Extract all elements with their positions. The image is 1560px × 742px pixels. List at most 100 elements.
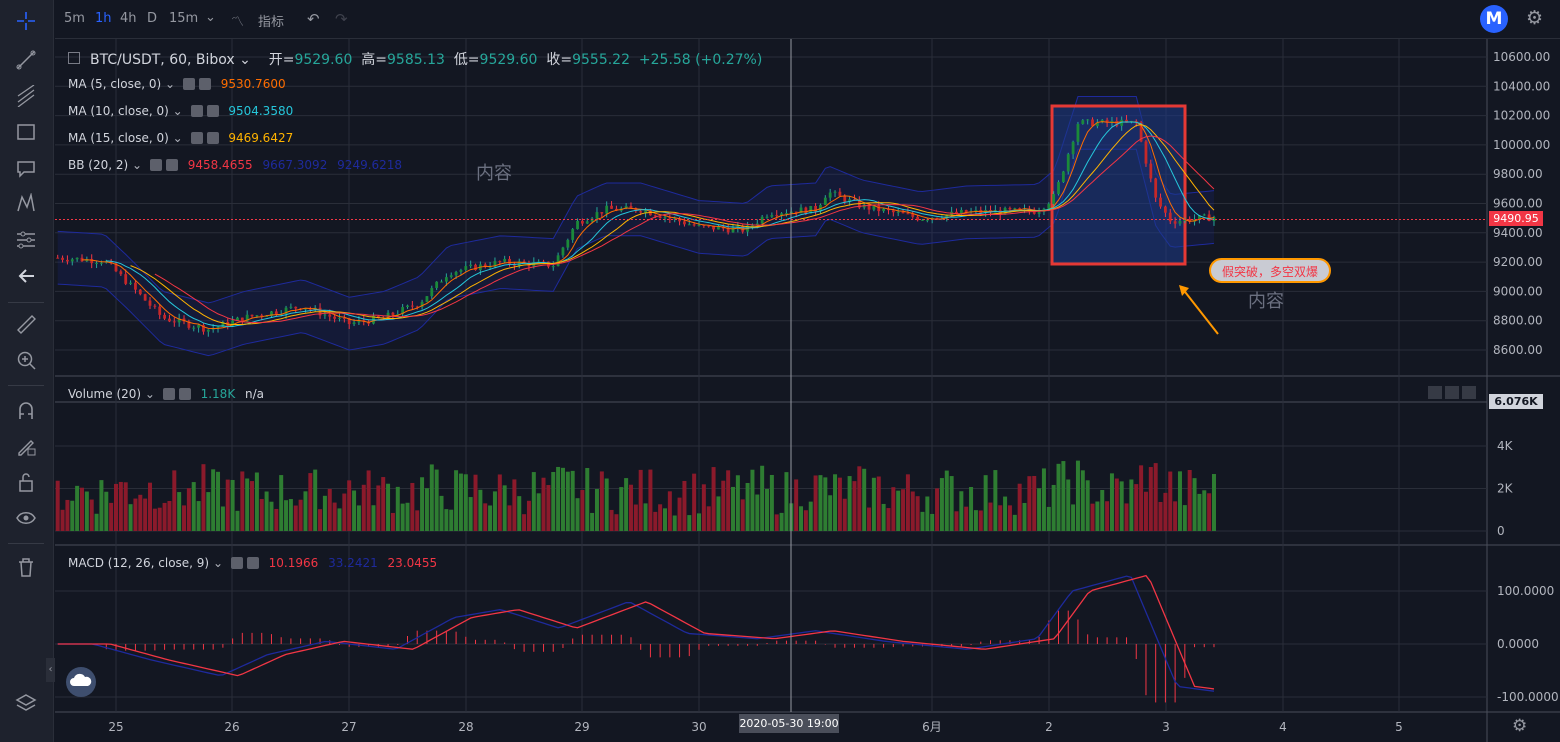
pattern-icon[interactable]: [13, 191, 39, 217]
timeframe-15m[interactable]: 15m: [169, 11, 199, 26]
settings-icon[interactable]: [149, 159, 162, 171]
macd-legend[interactable]: MACD (12, 26, close, 9) ⌄ 10.1966 33.242…: [68, 556, 438, 570]
chevron-down-icon[interactable]: ⌄: [205, 10, 216, 25]
volume-bar: [361, 484, 366, 531]
volume-bar: [152, 508, 157, 531]
collapse-sidebar-icon[interactable]: ‹: [46, 658, 55, 682]
volume-bar: [1139, 465, 1144, 531]
settings-icon[interactable]: [162, 388, 175, 400]
price-axis-label: 9000.00: [1493, 284, 1543, 298]
rectangle-icon[interactable]: [13, 119, 39, 145]
collapse-legend-icon[interactable]: [68, 52, 80, 64]
close-icon[interactable]: [178, 388, 191, 400]
annotation-text[interactable]: 内容: [1248, 291, 1284, 312]
indicator-ma15-legend[interactable]: MA (15, close, 0) ⌄ 9469.6427: [68, 131, 294, 145]
volume-bar: [662, 508, 667, 531]
trend-line-icon[interactable]: [13, 47, 39, 73]
volume-bar: [930, 513, 935, 531]
candle-body: [828, 192, 832, 198]
volume-bar: [522, 514, 527, 531]
eye-icon[interactable]: [13, 505, 39, 531]
settings-icon[interactable]: [182, 78, 195, 90]
indicators-button[interactable]: 指标: [258, 15, 285, 30]
volume-bar: [352, 490, 357, 531]
indicator-ma10-legend[interactable]: MA (10, close, 0) ⌄ 9504.3580: [68, 104, 294, 118]
symbol-name[interactable]: BTC/USDT, 60, Bibox: [90, 52, 235, 68]
timeframe-5m[interactable]: 5m: [64, 11, 85, 26]
volume-bar: [628, 484, 633, 531]
candle-body: [1198, 215, 1201, 220]
timeframe-1h[interactable]: 1h: [95, 11, 112, 26]
volume-bar: [925, 496, 930, 531]
indicator-ma5-legend[interactable]: MA (5, close, 0) ⌄ 9530.7600: [68, 77, 286, 91]
indicator-value-lower: 9249.6218: [337, 158, 403, 172]
layers-icon[interactable]: [13, 690, 39, 716]
volume-bar: [473, 474, 478, 531]
pane-move-up-icon[interactable]: [1428, 386, 1442, 399]
close-icon[interactable]: [246, 557, 259, 569]
zoom-in-icon[interactable]: [13, 347, 39, 373]
volume-bar: [1100, 490, 1105, 531]
bb-basis-line: [154, 135, 1215, 324]
macd-axis-label: 100.0000: [1497, 584, 1554, 598]
price-axis-label: 8600.00: [1493, 343, 1543, 357]
volume-bar: [70, 500, 75, 531]
candle-body: [352, 322, 356, 325]
gear-icon[interactable]: ⚙: [1512, 716, 1528, 736]
redo-icon[interactable]: ↷: [335, 10, 348, 28]
cloud-icon[interactable]: [66, 667, 96, 697]
arrow-left-icon[interactable]: [13, 263, 39, 289]
timeframe-4h[interactable]: 4h: [120, 11, 137, 26]
candle-body: [177, 318, 181, 323]
prediction-icon[interactable]: [13, 227, 39, 253]
settings-icon[interactable]: [190, 132, 203, 144]
close-icon[interactable]: [206, 132, 219, 144]
volume-bar: [410, 482, 415, 531]
fib-icon[interactable]: [13, 83, 39, 109]
draw-lock-icon[interactable]: [13, 433, 39, 459]
pane-maximize-icon[interactable]: [1462, 386, 1476, 399]
indicator-bb-legend[interactable]: BB (20, 2) ⌄ 9458.4655 9667.3092 9249.62…: [68, 158, 403, 172]
volume-bar: [949, 476, 954, 531]
magnet-icon[interactable]: [13, 397, 39, 423]
volume-axis-label: 0: [1497, 524, 1505, 538]
close-icon[interactable]: [206, 105, 219, 117]
volume-bar: [439, 495, 444, 531]
gear-icon[interactable]: ⚙: [1526, 7, 1544, 29]
trash-icon[interactable]: [13, 554, 39, 580]
volume-bar: [390, 512, 395, 531]
time-axis-label: 27: [341, 720, 356, 734]
undo-icon[interactable]: ↶: [307, 10, 320, 28]
candle-body: [581, 220, 584, 224]
settings-icon[interactable]: [230, 557, 243, 569]
crosshair-icon[interactable]: [13, 8, 39, 34]
close-icon[interactable]: [165, 159, 178, 171]
volume-legend[interactable]: Volume (20) ⌄ 1.18K n/a: [68, 387, 265, 401]
candle-body: [1037, 211, 1041, 214]
unlock-icon[interactable]: [13, 469, 39, 495]
indicators-icon[interactable]: 〽: [231, 15, 245, 30]
candle-body: [444, 277, 448, 282]
candle-body: [75, 257, 79, 260]
candle-body: [328, 314, 332, 317]
ruler-icon[interactable]: [13, 311, 39, 337]
pane-move-down-icon[interactable]: [1445, 386, 1459, 399]
comment-icon[interactable]: [13, 155, 39, 181]
candle-body: [274, 311, 278, 315]
volume-bar: [250, 481, 255, 531]
annotation-text[interactable]: 内容: [476, 163, 512, 184]
candle-body: [1052, 194, 1056, 204]
volume-bar: [1046, 506, 1051, 531]
close-icon[interactable]: [198, 78, 211, 90]
candle-body: [867, 204, 871, 210]
chevron-down-icon[interactable]: ⌄: [234, 52, 251, 68]
candle-body: [1095, 122, 1099, 127]
volume-bar: [886, 508, 891, 531]
brand-logo-icon[interactable]: M: [1480, 5, 1508, 33]
indicator-value3: 23.0455: [387, 556, 438, 570]
timeframe-d[interactable]: D: [147, 11, 158, 26]
callout-bubble[interactable]: 假突破，多空双爆: [1209, 258, 1331, 283]
settings-icon[interactable]: [190, 105, 203, 117]
volume-bar: [240, 471, 245, 531]
